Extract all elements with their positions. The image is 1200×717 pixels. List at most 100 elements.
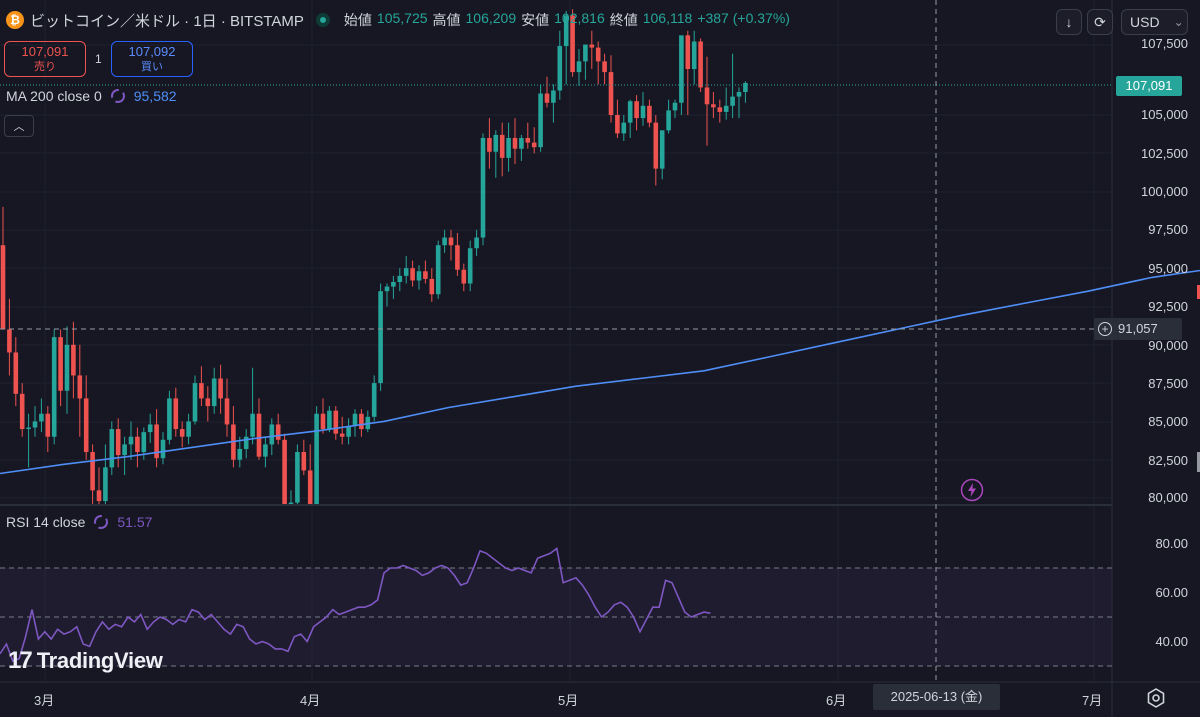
- crosshair-price-value: 91,057: [1118, 321, 1158, 336]
- candle-body: [704, 87, 710, 105]
- settings-gear-icon[interactable]: [1146, 688, 1166, 708]
- price-label: 87,500: [1148, 376, 1188, 391]
- candle-body: [659, 130, 665, 169]
- lightning-icon[interactable]: [960, 478, 984, 502]
- buy-price: 107,092: [128, 44, 176, 59]
- axis-scroll-handle[interactable]: [1197, 452, 1200, 472]
- candle-body: [218, 378, 223, 399]
- candle-body: [64, 344, 70, 391]
- candle-body: [698, 41, 703, 88]
- candle-body: [237, 448, 243, 460]
- candle-body: [256, 413, 262, 457]
- candle-body: [691, 41, 697, 70]
- candle-body: [39, 413, 44, 422]
- candle-body: [736, 92, 742, 97]
- candle-body: [141, 432, 147, 453]
- price-label: 92,500: [1148, 299, 1188, 314]
- buy-label: 買い: [141, 61, 163, 73]
- candle-body: [653, 122, 659, 169]
- download-button[interactable]: ↓: [1056, 9, 1082, 35]
- candle-body: [416, 271, 422, 281]
- candle-body: [487, 137, 492, 152]
- rsi-loading-icon: [94, 515, 109, 529]
- candle-body: [621, 122, 627, 134]
- add-alert-icon[interactable]: +: [1098, 322, 1112, 336]
- price-label: 80,000: [1148, 490, 1188, 505]
- candle-body: [563, 15, 569, 47]
- high-value: 106,209: [465, 10, 517, 26]
- rsi-legend[interactable]: RSI 14 close 51.57: [6, 514, 152, 530]
- ma-loading-icon: [110, 89, 125, 103]
- fullscreen-button[interactable]: ⟳: [1087, 9, 1113, 35]
- ma200-line: [0, 269, 1200, 475]
- candle-body: [58, 337, 63, 391]
- price-label: 107,500: [1141, 36, 1188, 51]
- fullscreen-icon: ⟳: [1094, 13, 1106, 30]
- change-value: +387 (+0.37%): [697, 10, 790, 26]
- candle-body: [640, 105, 646, 119]
- candle-body: [512, 137, 518, 149]
- candle-body: [525, 137, 531, 143]
- candle-body: [179, 429, 185, 437]
- close-label: 終値: [609, 12, 638, 28]
- time-label: 7月: [1082, 693, 1103, 708]
- candle-body: [647, 105, 652, 123]
- price-label: 102,500: [1141, 146, 1188, 161]
- crosshair-price-tag[interactable]: + 91,057: [1094, 318, 1182, 340]
- candle-body: [333, 410, 339, 434]
- bitcoin-icon: ₿: [6, 11, 24, 29]
- candle-body: [506, 137, 511, 158]
- candle-body: [346, 425, 351, 437]
- candle-body: [295, 452, 300, 503]
- time-label: 6月: [826, 693, 847, 708]
- candle-body: [90, 452, 95, 491]
- currency-value: USD: [1130, 14, 1160, 30]
- candle-body: [595, 47, 601, 62]
- rsi-line: [0, 546, 711, 663]
- ma-legend[interactable]: MA 200 close 0 95,582: [6, 88, 177, 104]
- candle-body: [243, 436, 249, 449]
- candle-body: [557, 46, 563, 91]
- sell-button[interactable]: 107,091 売り: [4, 41, 86, 77]
- candle-body: [480, 137, 486, 238]
- candle-body: [83, 398, 89, 453]
- market-status-icon: [315, 13, 330, 27]
- buy-button[interactable]: 107,092 買い: [111, 41, 193, 77]
- candle-body: [51, 337, 57, 437]
- candle-body: [685, 35, 691, 70]
- candle-body: [743, 82, 748, 93]
- chart-header: ₿ ビットコイン／米ドル · 1日 · BITSTAMP 始値 105,725 高…: [6, 8, 790, 32]
- candle-body: [7, 329, 12, 353]
- candle-body: [608, 72, 614, 115]
- candle-body: [672, 102, 678, 111]
- open-label: 始値: [343, 12, 372, 28]
- currency-select[interactable]: USD ⌄: [1121, 9, 1188, 35]
- candle-body: [13, 352, 19, 394]
- collapse-legend-button[interactable]: ︿: [4, 115, 34, 137]
- price-label: 85,000: [1148, 414, 1188, 429]
- candle-body: [128, 436, 134, 445]
- ohlc-values: 始値 105,725 高値 106,209 安値 102,816 終値 106,118 …: [344, 10, 790, 30]
- sell-label: 売り: [34, 61, 56, 73]
- candle-body: [474, 237, 479, 249]
- candle-body: [186, 421, 191, 437]
- candle-body: [352, 413, 358, 426]
- candle-body: [397, 275, 403, 282]
- candle-body: [384, 286, 390, 292]
- candle-body: [499, 134, 505, 158]
- candle-body: [250, 413, 255, 437]
- symbol-title[interactable]: ビットコイン／米ドル · 1日 · BITSTAMP: [30, 12, 304, 30]
- candle-body: [339, 433, 345, 437]
- candle-body: [205, 398, 211, 407]
- candle-body: [122, 444, 127, 456]
- candle-body: [0, 245, 6, 330]
- current-price-tag: 107,091: [1116, 76, 1182, 96]
- candle-body: [77, 375, 83, 399]
- candle-body: [666, 110, 671, 131]
- candle-body: [154, 424, 159, 459]
- high-label: 高値: [432, 12, 461, 28]
- candle-body: [263, 444, 268, 457]
- time-label: 4月: [300, 693, 321, 708]
- candle-body: [109, 429, 115, 468]
